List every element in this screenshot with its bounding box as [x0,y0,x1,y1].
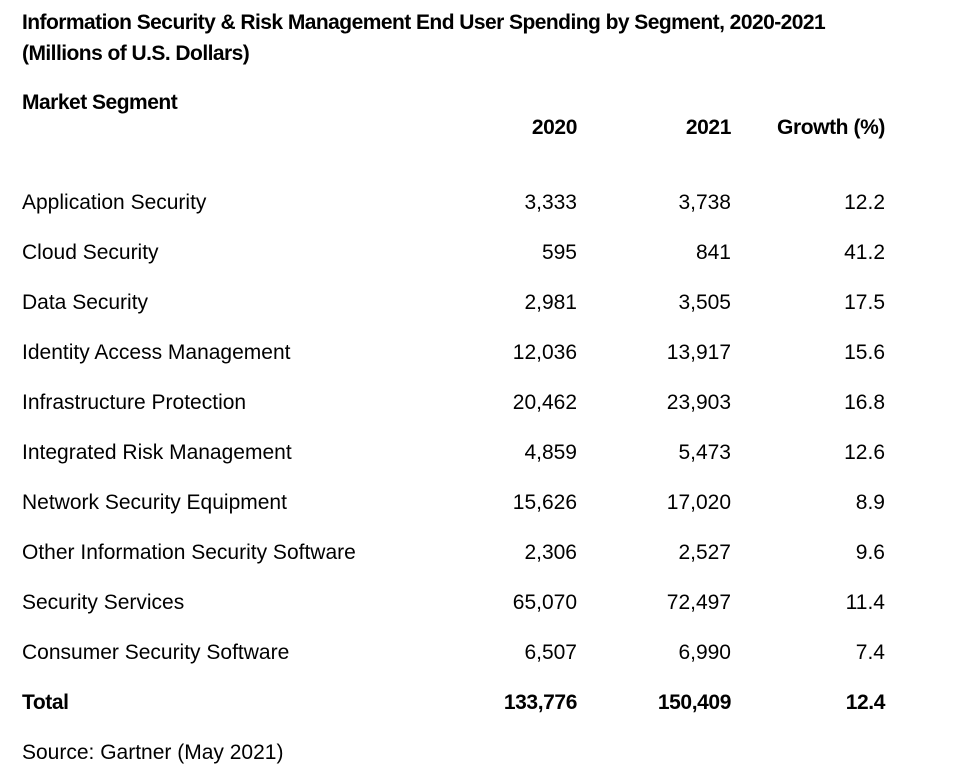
value-2021: 2,527 [678,541,731,564]
table-row: Infrastructure Protection 20,462 23,903 … [0,386,967,436]
value-2020: 15,626 [512,491,577,514]
value-2020: 2,981 [524,291,577,314]
value-2021: 841 [695,241,731,264]
value-2021: 3,738 [678,191,731,214]
total-growth: 12.4 [845,691,886,714]
segment-name: Application Security [22,191,207,214]
value-growth: 8.9 [855,491,885,514]
value-2021: 72,497 [666,591,731,614]
value-growth: 16.8 [844,391,885,414]
header-market-segment: Market Segment [22,91,178,114]
segment-name: Identity Access Management [22,341,291,364]
value-2020: 65,070 [512,591,577,614]
value-growth: 41.2 [844,241,885,264]
header-2020: 2020 [531,116,578,139]
value-growth: 12.6 [844,441,885,464]
table-row: Integrated Risk Management 4,859 5,473 1… [0,436,967,486]
table-row: Network Security Equipment 15,626 17,020… [0,486,967,536]
source-note: Source: Gartner (May 2021) [22,741,284,764]
value-growth: 17.5 [844,291,885,314]
title-line-2: (Millions of U.S. Dollars) [22,42,250,65]
value-growth: 9.6 [855,541,885,564]
segment-name: Security Services [22,591,185,614]
value-2020: 6,507 [524,641,577,664]
header-2021: 2021 [685,116,732,139]
value-2020: 3,333 [524,191,577,214]
total-2021: 150,409 [657,691,732,714]
total-label: Total [22,691,69,714]
table-row: Cloud Security 595 841 41.2 [0,236,967,286]
table-row: Application Security 3,333 3,738 12.2 [0,186,967,236]
segment-name: Network Security Equipment [22,491,287,514]
segment-name: Infrastructure Protection [22,391,247,414]
table-total-row: Total 133,776 150,409 12.4 [0,686,967,736]
table-row: Identity Access Management 12,036 13,917… [0,336,967,386]
segment-name: Other Information Security Software [22,541,356,564]
value-2020: 4,859 [524,441,577,464]
value-growth: 12.2 [844,191,885,214]
header-growth: Growth (%) [777,116,885,139]
value-2021: 3,505 [678,291,731,314]
value-2021: 23,903 [666,391,731,414]
table-row: Security Services 65,070 72,497 11.4 [0,586,967,636]
value-2021: 13,917 [666,341,731,364]
value-growth: 15.6 [844,341,885,364]
segment-name: Integrated Risk Management [22,441,292,464]
value-growth: 11.4 [845,591,885,614]
title-line-1: Information Security & Risk Management E… [22,11,826,34]
value-2021: 5,473 [678,441,731,464]
table-row: Consumer Security Software 6,507 6,990 7… [0,636,967,686]
value-2020: 12,036 [512,341,577,364]
segment-name: Data Security [22,291,149,314]
document-title: Information Security & Risk Management E… [22,7,826,69]
value-2021: 17,020 [666,491,731,514]
value-2020: 2,306 [524,541,577,564]
value-2020: 20,462 [512,391,577,414]
value-2021: 6,990 [678,641,731,664]
table-row: Other Information Security Software 2,30… [0,536,967,586]
spending-table: Application Security 3,333 3,738 12.2 Cl… [0,186,967,736]
value-2020: 595 [541,241,577,264]
table-row: Data Security 2,981 3,505 17.5 [0,286,967,336]
value-growth: 7.4 [855,641,885,664]
segment-name: Consumer Security Software [22,641,290,664]
total-2020: 133,776 [503,691,578,714]
segment-name: Cloud Security [22,241,159,264]
